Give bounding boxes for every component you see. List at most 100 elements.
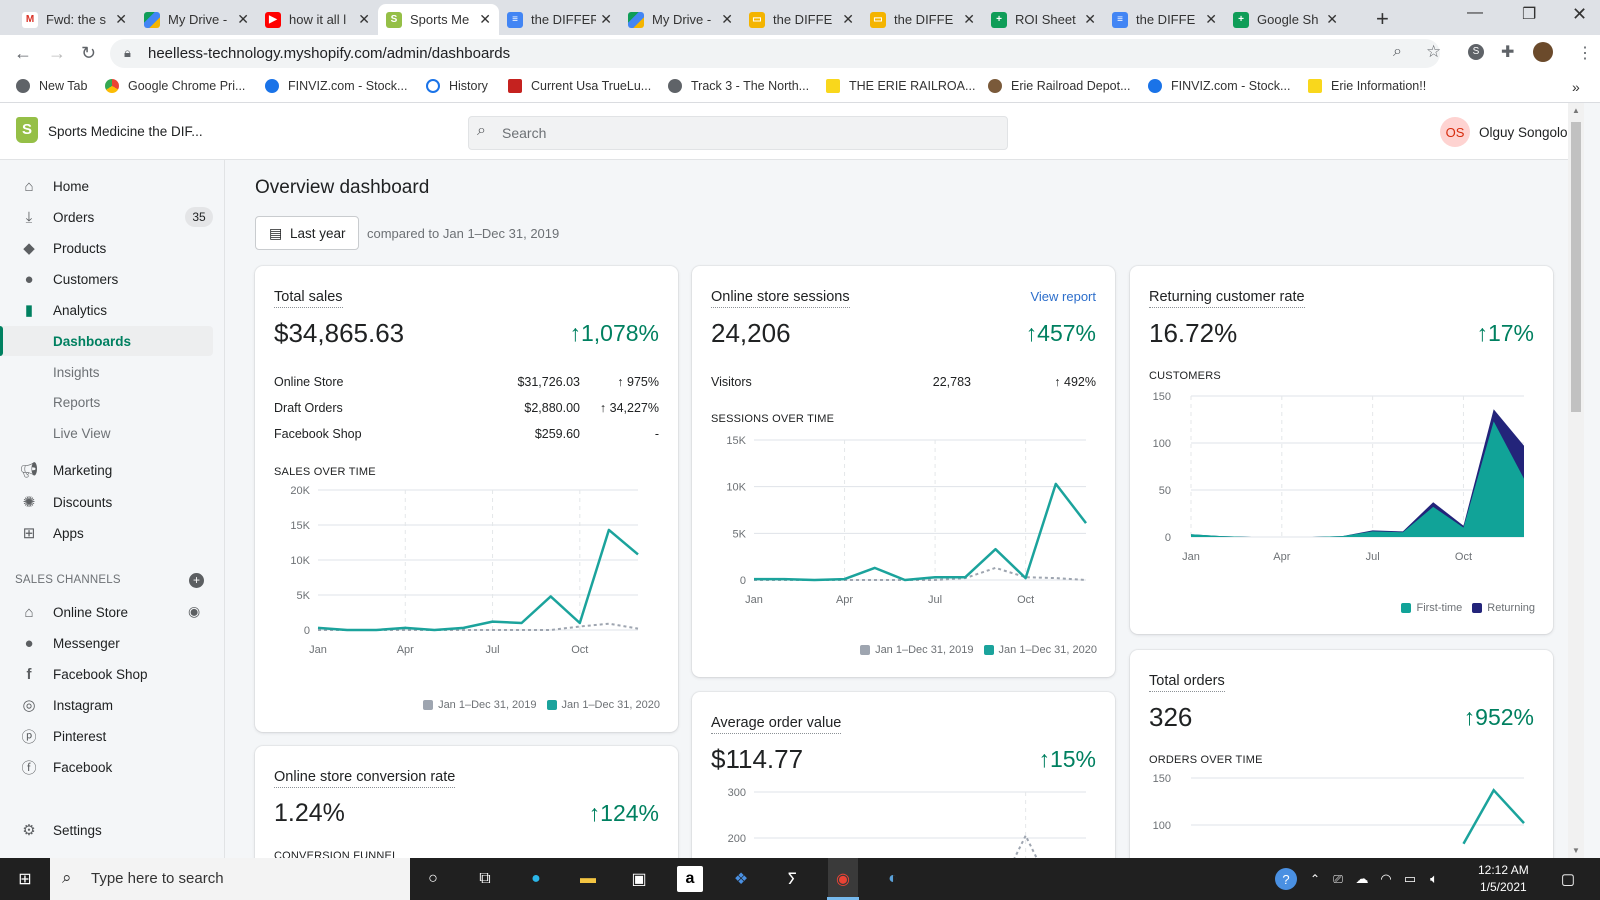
search-input[interactable] [468,116,1008,150]
sidebar-item-settings[interactable]: ⚙ Settings [0,815,225,845]
sidebar-item-reports[interactable]: Reports [53,394,101,410]
sidebar-item-customers[interactable]: ● Customers [0,264,225,294]
volume-icon[interactable]: 🔈︎ [1430,871,1438,886]
bookmark-item[interactable]: FINVIZ.com - Stock... [1148,79,1290,93]
view-report-link[interactable]: View report [1030,289,1096,304]
close-tab-icon[interactable]: ✕ [1326,11,1338,27]
taskbar-search-box[interactable] [50,858,410,900]
onedrive-cloud-icon[interactable]: ☁ [1355,871,1369,886]
store-icon[interactable]: ▣ [631,871,647,888]
card-title[interactable]: Total orders [1149,673,1225,692]
close-tab-icon[interactable]: ✕ [358,11,370,27]
device-icon[interactable]: ⎚ [1333,871,1343,886]
wifi-icon[interactable]: ◠ [1380,871,1392,886]
zoom-icon[interactable]: ⌕ [1393,43,1402,60]
sidebar-item-dashboards[interactable]: Dashboards [0,326,213,356]
date-range-button[interactable]: ▤ Last year [255,216,359,250]
profile-avatar-icon[interactable] [1533,42,1553,62]
browser-tab[interactable]: ▶ how it all l ✕ [257,4,378,35]
close-tab-icon[interactable]: ✕ [1205,11,1217,27]
browser-tab[interactable]: ▭ the DIFFE ✕ [741,4,862,35]
notifications-icon[interactable]: ▢ [1560,871,1576,888]
amazon-icon[interactable]: a [677,866,703,892]
bookmark-item[interactable]: Erie Railroad Depot... [988,79,1131,93]
bookmark-item[interactable]: History [426,79,488,93]
close-tab-icon[interactable]: ✕ [842,11,854,27]
sidebar-item-discounts[interactable]: ✺ Discounts [0,487,225,517]
card-title[interactable]: Average order value [711,715,842,734]
browser-tab[interactable]: ▭ the DIFFE ✕ [862,4,983,35]
browser-tab[interactable]: My Drive - ✕ [136,4,257,35]
back-arrow-icon[interactable]: ← [14,43,32,63]
sidebar-item-products[interactable]: ◆ Products [0,233,225,263]
close-tab-icon[interactable]: ✕ [115,11,127,27]
bookmark-item[interactable]: Google Chrome Pri... [105,79,245,93]
sidebar-item-online-store[interactable]: ⌂ Online Store ◉ [0,597,225,627]
task-view-icon[interactable]: ⧉ [479,870,491,887]
cortana-icon[interactable]: ○ [428,870,438,887]
bookmark-item[interactable]: Erie Information!! [1308,79,1426,93]
close-window-icon[interactable]: ✕ [1572,4,1588,24]
close-tab-icon[interactable]: ✕ [237,11,249,27]
url-text[interactable]: heelless-technology.myshopify.com/admin/… [148,45,511,62]
sidebar-item-apps[interactable]: ⊞ Apps [0,518,225,548]
scroll-down-icon[interactable]: ▼ [1572,846,1580,855]
chrome-taskbar-icon[interactable]: ◉ [828,858,858,900]
sidebar-item-orders[interactable]: ⤓ Orders 35 [0,202,225,232]
steam-icon[interactable]: ◐ [888,870,898,887]
browser-tab-active[interactable]: S Sports Me ✕ [378,4,499,35]
skype-extension-icon[interactable]: S [1468,44,1484,60]
card-title[interactable]: Returning customer rate [1149,289,1305,308]
close-tab-icon[interactable]: ✕ [963,11,975,27]
add-channel-icon[interactable]: + [189,573,204,588]
sidebar-item-instagram[interactable]: ◎ Instagram [0,690,225,720]
system-clock[interactable]: 12:12 AM 1/5/2021 [1478,863,1529,894]
close-tab-icon[interactable]: ✕ [721,11,733,27]
bookmark-item[interactable]: Track 3 - The North... [668,79,809,93]
sidebar-item-facebook-shop[interactable]: f Facebook Shop [0,659,225,689]
battery-icon[interactable]: ▭ [1403,871,1417,886]
browser-tab[interactable]: + Google Sh ✕ [1225,4,1346,35]
sidebar-item-pinterest[interactable]: ⓟ Pinterest [21,728,107,746]
file-explorer-icon[interactable]: ▬ [580,870,596,887]
sidebar-item-insights[interactable]: Insights [53,364,100,380]
sidebar-item-live-view[interactable]: Live View [53,425,111,441]
user-avatar[interactable]: OS [1440,117,1470,147]
edge-icon[interactable]: ● [531,870,541,887]
store-name[interactable]: Sports Medicine the DIF... [48,124,203,139]
browser-tab[interactable]: ≡ the DIFFE ✕ [1104,4,1225,35]
browser-tab[interactable]: + ROI Sheet ✕ [983,4,1104,35]
help-icon[interactable]: ? [1275,868,1297,890]
sidebar-item-facebook[interactable]: ⓕ Facebook [21,759,113,777]
star-icon[interactable]: ☆ [1426,42,1442,61]
bookmark-item[interactable]: New Tab [16,79,87,93]
scroll-up-icon[interactable]: ▲ [1572,106,1580,115]
bookmarks-overflow-icon[interactable]: » [1572,79,1580,95]
bookmark-item[interactable]: Current Usa TrueLu... [508,79,651,93]
card-title[interactable]: Online store conversion rate [274,769,456,788]
close-tab-icon[interactable]: ✕ [600,11,612,27]
scrollbar-thumb[interactable] [1571,122,1581,412]
show-hidden-icons-icon[interactable]: ⌃ [1309,872,1321,886]
windows-start-icon[interactable]: ⊞ [18,871,32,888]
card-title[interactable]: Total sales [274,289,343,308]
app-s-icon[interactable]: ⵢ [786,871,798,888]
minimize-icon[interactable]: — [1467,4,1483,21]
sidebar-item-messenger[interactable]: ● Messenger [0,628,225,658]
close-tab-icon[interactable]: ✕ [479,11,491,27]
bookmark-item[interactable]: FINVIZ.com - Stock... [265,79,407,93]
card-title[interactable]: Online store sessions [711,289,850,308]
sidebar-item-home[interactable]: ⌂ Home [0,171,225,201]
browser-tab[interactable]: M Fwd: the s ✕ [14,4,135,35]
close-tab-icon[interactable]: ✕ [1084,11,1096,27]
omnibox[interactable] [110,39,1440,68]
dropbox-icon[interactable]: ❖ [733,871,749,888]
sidebar-item-analytics[interactable]: ▮ Analytics [0,295,225,325]
sidebar-item-marketing[interactable]: 📢︎ Marketing [19,462,113,479]
maximize-icon[interactable]: ❐ [1522,6,1537,23]
extensions-puzzle-icon[interactable]: ✚ [1501,44,1515,61]
forward-arrow-icon[interactable]: → [48,43,66,63]
eye-icon[interactable]: ◉ [188,603,201,619]
user-name[interactable]: Olguy Songolo [1479,125,1568,140]
more-menu-icon[interactable]: ⋮ [1577,45,1593,62]
